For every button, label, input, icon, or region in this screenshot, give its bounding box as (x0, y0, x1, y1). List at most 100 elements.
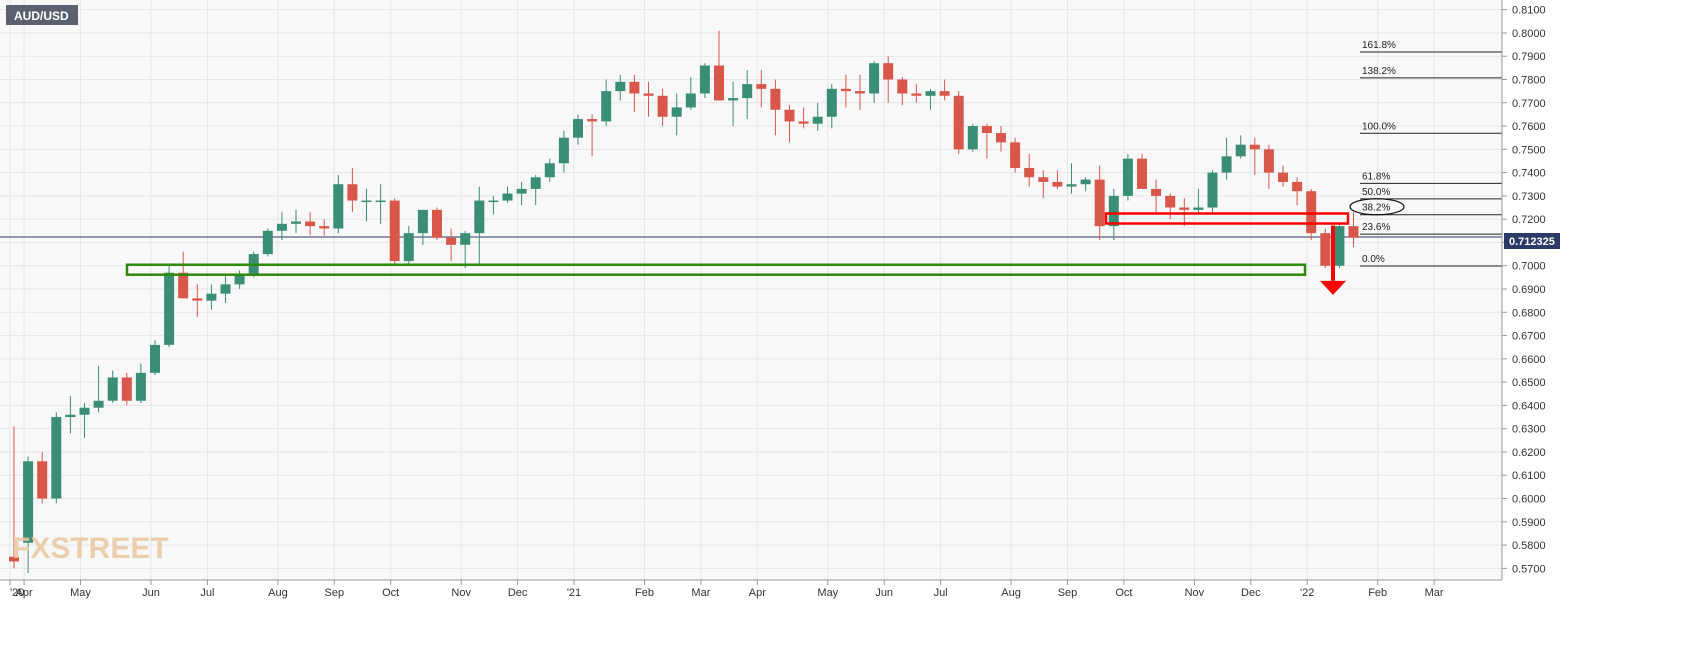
candle-body (474, 200, 485, 234)
y-tick-label: 0.6200 (1512, 447, 1546, 459)
candle (1235, 135, 1246, 159)
candle-body (615, 81, 626, 92)
candle (657, 88, 668, 127)
candle-body (770, 88, 781, 110)
candle (629, 74, 640, 113)
candle (883, 56, 894, 103)
candle-body (925, 91, 936, 96)
candle (502, 186, 513, 203)
candle-body (1207, 172, 1218, 208)
candle (23, 456, 34, 574)
candle-body (1080, 179, 1091, 185)
candle (291, 209, 301, 234)
fib-label: 0.0% (1362, 254, 1385, 265)
fib-label: 61.8% (1362, 171, 1390, 182)
candle (812, 102, 823, 131)
candle-body (784, 109, 795, 122)
candle-body (121, 377, 132, 401)
y-tick-label: 0.5700 (1512, 563, 1546, 575)
fib-label: 100.0% (1362, 121, 1396, 132)
candle-body (1348, 226, 1359, 238)
y-tick-label: 0.5900 (1512, 517, 1546, 529)
candle (305, 212, 316, 236)
candle (953, 91, 964, 154)
x-tick-label: '21 (567, 587, 581, 599)
candle (714, 30, 724, 101)
candle (770, 79, 781, 136)
candle-body (1038, 177, 1049, 182)
candle (79, 403, 90, 438)
candle (587, 114, 598, 157)
candle (135, 363, 146, 404)
candle-body (601, 91, 612, 122)
candle-body (276, 223, 287, 231)
y-tick-label: 0.8000 (1512, 28, 1546, 40)
candle (939, 79, 950, 101)
candle-body (1151, 188, 1162, 196)
candle (855, 74, 865, 110)
candle-body (587, 119, 598, 122)
candle-body (573, 119, 583, 138)
candle-body (544, 163, 555, 178)
candle (558, 130, 569, 173)
candle (206, 284, 217, 310)
candle (869, 60, 880, 103)
candle-body (869, 63, 880, 94)
candle (685, 77, 696, 110)
candle (911, 84, 922, 103)
candle-body (657, 95, 668, 117)
x-tick-label: Sep (325, 587, 345, 599)
candle (220, 275, 231, 303)
x-tick-label: Aug (1001, 587, 1021, 599)
candle-body (417, 209, 428, 234)
current-price-label: 0.712325 (1509, 236, 1555, 248)
candle (1080, 177, 1091, 192)
candle-body (192, 298, 203, 301)
candle (643, 81, 654, 117)
candle-body (939, 91, 950, 96)
candle (319, 219, 330, 236)
candle-body (65, 414, 76, 418)
candle-body (460, 233, 471, 245)
candle-body (840, 88, 851, 92)
x-tick-label: Oct (382, 587, 399, 599)
candle-body (361, 200, 372, 203)
y-tick-label: 0.7000 (1512, 261, 1546, 273)
y-tick-label: 0.7400 (1512, 168, 1546, 180)
candle (996, 126, 1006, 152)
candle-body (1052, 181, 1063, 187)
candle-body (742, 84, 753, 99)
candle-body (953, 95, 964, 150)
candle-body (1010, 142, 1021, 168)
y-tick-label: 0.6700 (1512, 331, 1546, 343)
candle-body (826, 88, 837, 117)
candle-body (37, 461, 48, 499)
candle-body (206, 293, 217, 301)
candle (9, 426, 19, 569)
candle-body (1193, 207, 1204, 210)
candle (925, 88, 936, 110)
candle-body (967, 126, 978, 150)
candle (1066, 163, 1077, 194)
price-axis: 0.8100 0.8000 0.7900 0.7800 0.7700 0.7600 0.75… (1502, 5, 1546, 575)
candle (756, 70, 767, 108)
fib-label: 161.8% (1362, 40, 1396, 51)
candle (967, 123, 978, 152)
x-tick-label: Jul (934, 587, 948, 599)
candle-body (897, 79, 908, 94)
candle (65, 396, 76, 434)
candle (333, 174, 344, 234)
x-tick-label: Nov (451, 587, 471, 599)
candle-body (79, 407, 90, 415)
candle-body (558, 137, 569, 164)
y-tick-label: 0.6100 (1512, 470, 1546, 482)
candle (347, 167, 358, 213)
candle-body (671, 107, 682, 117)
candle-body (389, 200, 400, 262)
candle (1151, 179, 1162, 213)
candle (361, 188, 372, 222)
symbol-badge: AUD/USD (6, 5, 78, 25)
candle (446, 228, 457, 262)
candle (1010, 137, 1021, 173)
candle-body (1320, 233, 1331, 266)
